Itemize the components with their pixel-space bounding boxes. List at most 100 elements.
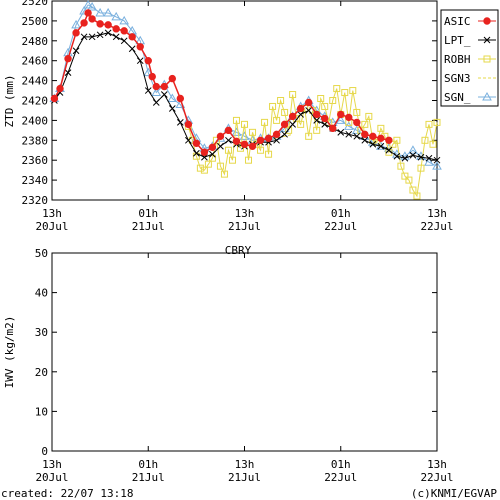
data-point	[369, 140, 377, 148]
data-point	[385, 136, 393, 145]
data-point	[208, 154, 216, 162]
data-point	[128, 45, 136, 53]
ztd-y-tick-label: 2500	[22, 15, 49, 28]
copyright-credit: (c)KNMI/EGVAP	[411, 487, 497, 500]
data-point	[353, 108, 361, 116]
data-point	[483, 17, 491, 25]
data-point	[248, 142, 257, 150]
data-point	[272, 130, 281, 139]
data-point	[351, 125, 362, 134]
data-point	[144, 87, 152, 94]
iwv-x-tick-label: 13h	[427, 458, 447, 471]
data-point	[264, 134, 273, 143]
data-point	[280, 120, 289, 129]
data-point	[83, 0, 93, 9]
data-point	[95, 7, 105, 17]
data-point	[281, 130, 288, 138]
iwv-y-tick-label: 40	[35, 287, 48, 300]
data-point	[160, 82, 168, 91]
data-point	[377, 142, 385, 150]
series-asic	[50, 9, 393, 156]
data-point	[333, 85, 341, 93]
legend-entry: ROBH	[444, 53, 496, 66]
data-point	[136, 57, 144, 65]
iwv-y-tick-label: 30	[35, 326, 48, 339]
data-point	[335, 115, 346, 124]
data-point	[377, 134, 385, 143]
data-point	[433, 156, 441, 164]
data-point	[111, 11, 122, 21]
series-lpt	[51, 29, 441, 164]
ztd-y-tick-label: 2380	[22, 134, 49, 147]
data-point	[200, 166, 208, 174]
ztd-x-tick-date: 21Jul	[132, 220, 165, 233]
data-point	[321, 114, 329, 123]
iwv-x-tick-label: 13h	[42, 458, 62, 471]
data-point	[96, 31, 104, 39]
data-point	[196, 164, 204, 172]
legend-entry: LPT_	[444, 34, 496, 47]
data-point	[325, 118, 333, 126]
data-point	[397, 162, 405, 170]
data-point	[417, 153, 425, 161]
data-point	[228, 156, 236, 164]
data-point	[88, 33, 96, 41]
data-point	[261, 118, 269, 126]
data-point	[176, 94, 185, 103]
data-point	[321, 121, 329, 128]
data-point	[321, 102, 329, 110]
iwv-y-axis: 0 10 20 30 40 50	[35, 247, 437, 458]
data-point	[285, 126, 293, 134]
data-point	[80, 33, 88, 41]
data-point	[120, 37, 128, 45]
data-point	[96, 20, 104, 28]
data-point	[401, 172, 409, 180]
iwv-plot-frame	[51, 252, 438, 452]
data-point	[184, 120, 193, 129]
data-point	[329, 97, 337, 104]
data-point	[345, 113, 353, 122]
ztd-y-tick-label: 2360	[22, 154, 49, 167]
data-point	[167, 93, 178, 103]
ztd-y-tick-label: 2460	[22, 55, 49, 68]
data-point	[313, 117, 321, 124]
station-title: CBRY	[225, 244, 252, 257]
data-point	[240, 140, 249, 148]
data-point	[64, 69, 72, 76]
data-point	[50, 94, 59, 103]
data-point	[425, 154, 433, 162]
ztd-y-tick-label: 2320	[22, 194, 49, 207]
data-point	[152, 82, 160, 91]
data-point	[482, 91, 492, 101]
data-point	[297, 111, 304, 118]
data-point	[71, 19, 81, 29]
legend-label: ROBH	[444, 53, 471, 66]
data-point	[393, 136, 401, 144]
data-point	[144, 57, 152, 65]
data-point	[432, 161, 442, 170]
data-point	[120, 27, 128, 35]
data-point	[341, 89, 349, 97]
data-point	[112, 25, 120, 33]
iwv-y-tick-label: 50	[35, 247, 48, 260]
data-point	[269, 102, 277, 110]
ztd-legend: ASIC LPT_ ROBH SGN3 SGN_	[440, 9, 499, 107]
data-point	[288, 112, 297, 121]
ztd-y-tick-label: 2400	[22, 114, 49, 127]
legend-entry: SGN3	[444, 72, 496, 85]
data-point	[224, 146, 232, 154]
data-point	[128, 33, 136, 41]
ztd-y-axis: 2320 2340 2360 2380 2400 2420 2440 2460 2480 2500…	[22, 0, 437, 207]
data-point	[413, 192, 421, 200]
data-point	[185, 136, 192, 144]
data-point	[104, 21, 112, 29]
data-point	[208, 143, 217, 151]
data-point	[148, 72, 156, 81]
data-point	[273, 116, 281, 124]
legend-label: LPT_	[444, 34, 471, 47]
iwv-x-tick-date: 20Jul	[35, 471, 68, 484]
data-point	[389, 140, 397, 148]
ztd-y-tick-label: 2340	[22, 174, 49, 187]
data-point	[103, 7, 114, 17]
